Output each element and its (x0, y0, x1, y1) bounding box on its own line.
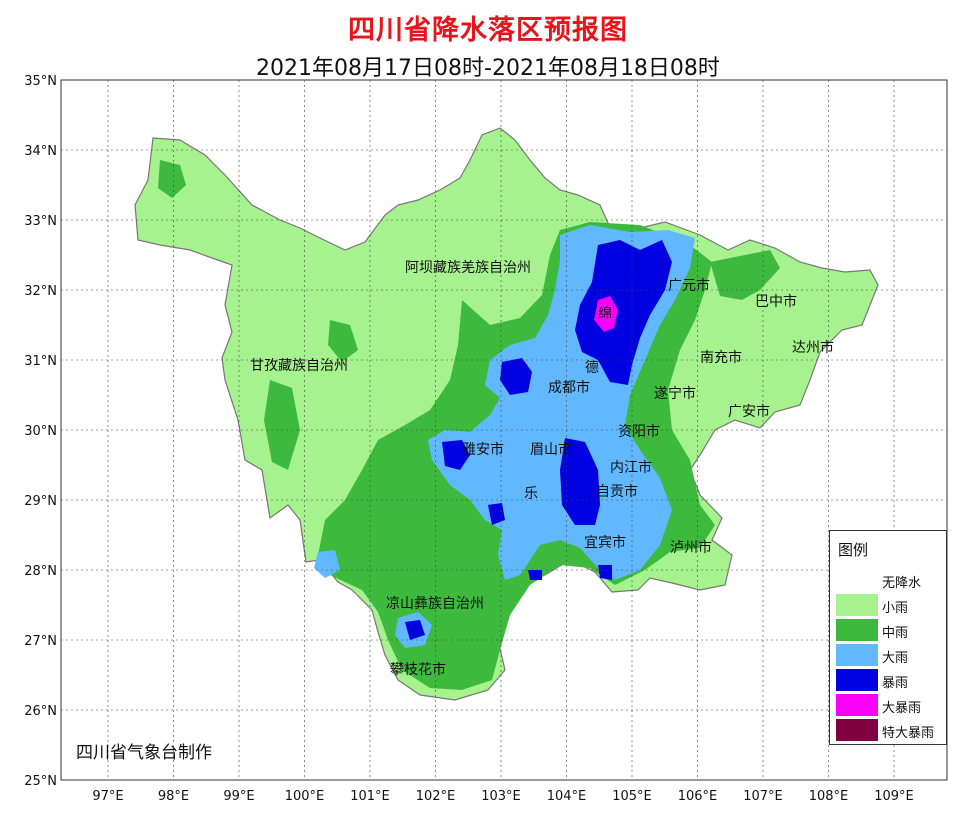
lat-tick-label: 34°N (24, 144, 57, 159)
heavy-rainstorm-region (594, 296, 618, 332)
legend-swatch (836, 594, 878, 616)
legend-label: 暴雨 (882, 676, 909, 691)
place-label: 自贡市 (596, 483, 638, 500)
place-label: 凉山彝族自治州 (386, 596, 484, 612)
legend-swatch (836, 694, 878, 716)
legend-item: 无降水 (836, 569, 946, 593)
lon-tick-label: 100°E (285, 789, 325, 804)
rainstorm-patch (405, 620, 425, 640)
place-label: 绵 (598, 305, 612, 322)
lon-tick-label: 104°E (547, 789, 587, 804)
place-label: 甘孜藏族自治州 (250, 358, 348, 374)
rainstorm-patch (442, 440, 470, 470)
place-label: 乐 (524, 486, 538, 502)
place-label: 泸州市 (670, 539, 712, 556)
place-label: 眉山市 (530, 441, 572, 458)
lat-tick-label: 33°N (24, 214, 57, 229)
legend-item: 大暴雨 (836, 694, 946, 718)
lon-tick-label: 106°E (678, 789, 718, 804)
lat-tick-label: 25°N (24, 774, 57, 789)
heavy-rain-patch (314, 550, 340, 578)
place-label: 广元市 (668, 277, 710, 294)
legend-item: 中雨 (836, 619, 946, 643)
map-subtitle: 2021年08月17日08时-2021年08月18日08时 (256, 56, 720, 81)
gridlines (61, 80, 947, 780)
lon-tick-label: 99°E (223, 789, 254, 804)
place-label: 德 (585, 360, 599, 376)
place-label: 南充市 (700, 349, 742, 366)
lat-tick-label: 30°N (24, 424, 57, 439)
lon-tick-label: 108°E (809, 789, 849, 804)
axis-labels: 35°N 34°N 33°N 32°N 31°N 30°N 29°N 28°N 27°N 26°N… (24, 74, 914, 804)
lon-tick-label: 98°E (158, 789, 189, 804)
legend-item: 暴雨 (836, 669, 946, 693)
place-label: 资阳市 (618, 423, 660, 440)
rainstorm-patch (488, 503, 505, 525)
legend-swatch (836, 644, 878, 666)
lon-tick-label: 102°E (416, 789, 456, 804)
place-label: 广安市 (728, 403, 770, 420)
legend-label: 小雨 (882, 601, 909, 616)
map-title: 四川省降水落区预报图 (348, 15, 628, 46)
place-label: 宜宾市 (584, 534, 626, 551)
legend-swatch (836, 719, 878, 741)
lon-tick-label: 97°E (92, 789, 123, 804)
rainstorm-patch (500, 358, 532, 395)
rainstorm-region (575, 240, 672, 385)
lon-tick-label: 105°E (612, 789, 652, 804)
legend: 图例 无降水小雨中雨大雨暴雨大暴雨特大暴雨 (829, 530, 947, 745)
place-label: 雅安市 (462, 441, 504, 458)
legend-item: 特大暴雨 (836, 719, 946, 743)
lon-tick-label: 103°E (481, 789, 521, 804)
legend-label: 无降水 (882, 576, 922, 591)
lat-tick-label: 31°N (24, 354, 57, 369)
place-label: 内江市 (610, 459, 652, 476)
lat-tick-label: 32°N (24, 284, 57, 299)
place-label: 巴中市 (755, 293, 797, 310)
legend-label: 中雨 (882, 626, 909, 641)
legend-swatch (836, 619, 878, 641)
place-label: 成都市 (548, 379, 590, 396)
legend-item: 大雨 (836, 644, 946, 668)
place-label: 达州市 (792, 339, 834, 356)
rain-layers (134, 127, 879, 701)
lat-tick-label: 27°N (24, 634, 57, 649)
moderate-rain-patch (328, 320, 358, 362)
lat-tick-label: 35°N (24, 74, 57, 89)
place-label: 阿坝藏族羌族自治州 (405, 260, 531, 276)
lat-tick-label: 29°N (24, 494, 57, 509)
lat-tick-label: 28°N (24, 564, 57, 579)
moderate-rain-patch (158, 160, 186, 198)
rainstorm-patch (528, 570, 542, 580)
lon-tick-label: 107°E (743, 789, 783, 804)
legend-swatch (836, 569, 878, 591)
legend-label: 大暴雨 (882, 701, 922, 716)
credit-text: 四川省气象台制作 (76, 743, 212, 763)
place-label: 遂宁市 (654, 385, 696, 402)
rainstorm-patch (598, 565, 612, 580)
legend-swatch (836, 669, 878, 691)
legend-label: 大雨 (882, 651, 909, 666)
lat-tick-label: 26°N (24, 704, 57, 719)
moderate-rain-patch (264, 380, 300, 470)
lon-tick-label: 109°E (874, 789, 914, 804)
moderate-rain-patch (710, 250, 780, 300)
lon-tick-label: 101°E (350, 789, 390, 804)
legend-item: 小雨 (836, 594, 946, 618)
place-label: 攀枝花市 (390, 661, 446, 678)
legend-title: 图例 (838, 541, 869, 559)
rainstorm-patch (560, 438, 600, 525)
legend-label: 特大暴雨 (882, 726, 935, 741)
